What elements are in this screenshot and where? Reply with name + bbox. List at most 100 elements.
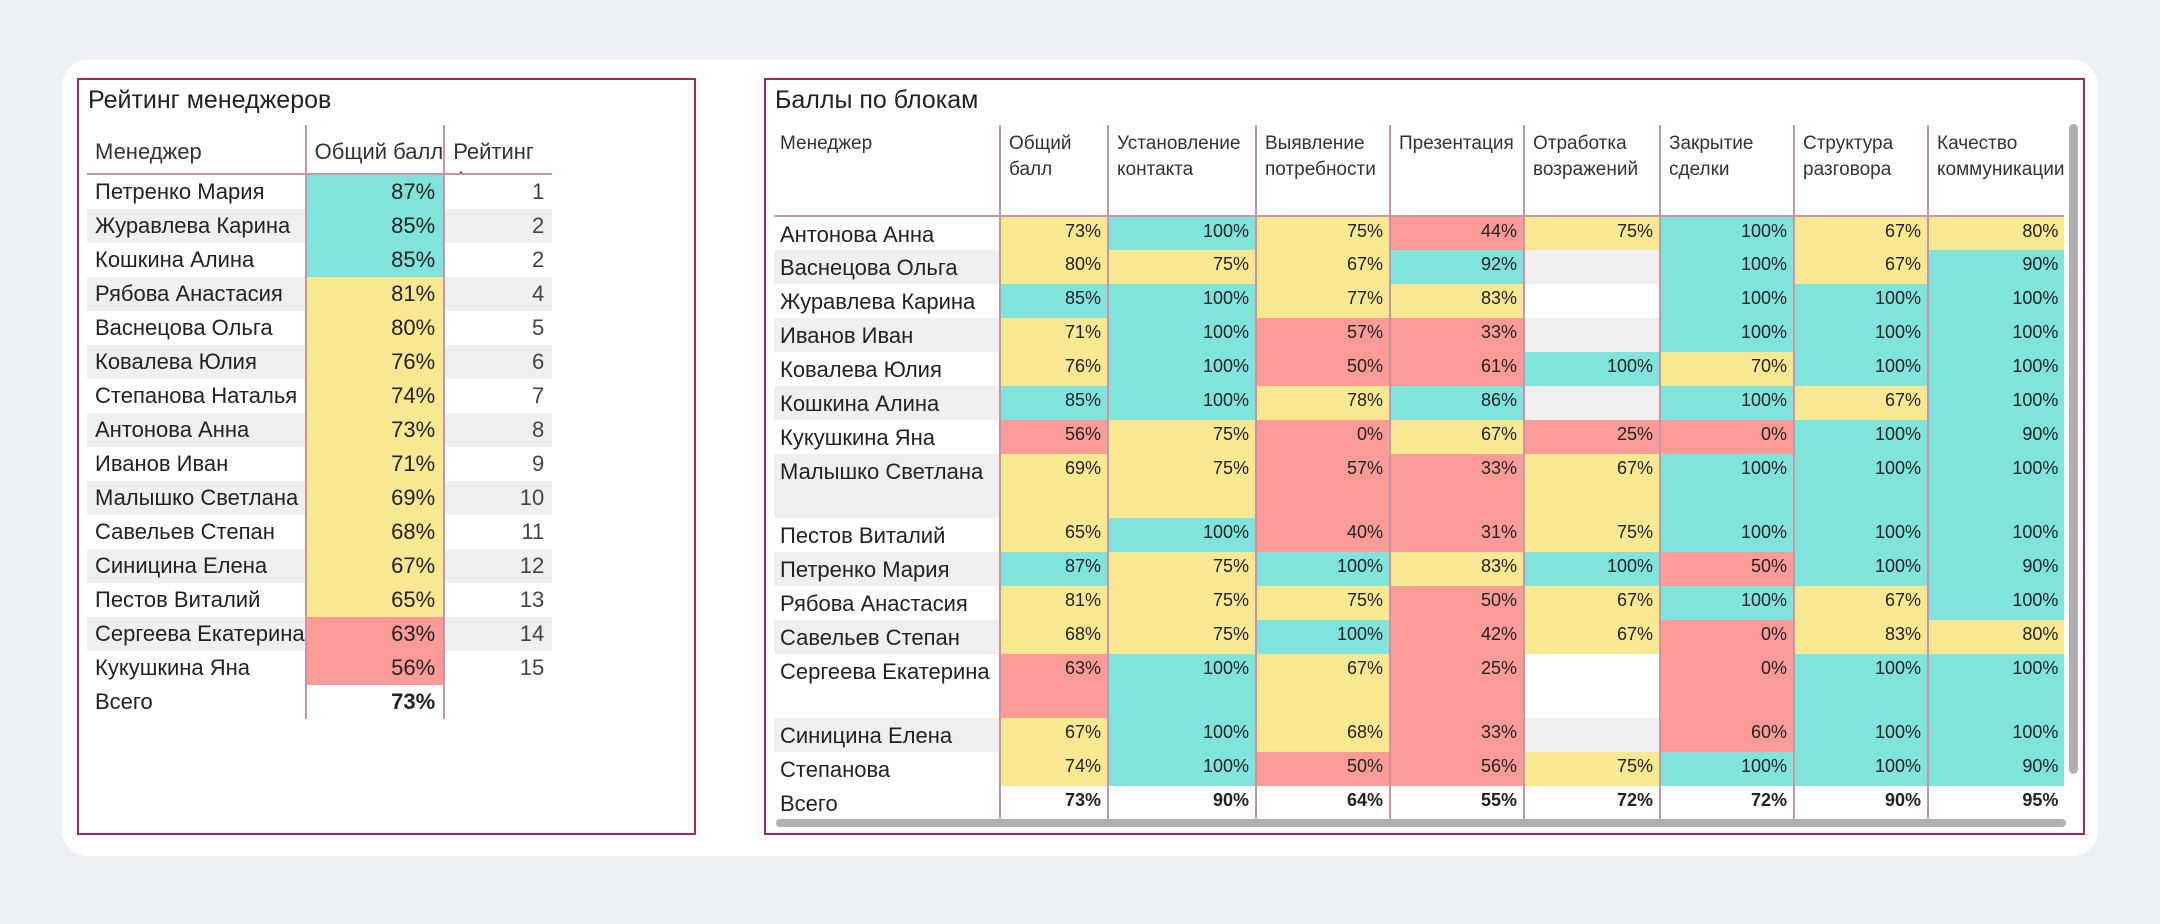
table-row[interactable]: Савельев Степан 68% 11 (87, 515, 553, 549)
score-cell: 71% (999, 318, 1108, 352)
table-row[interactable]: Степанова Наталья 74% 7 (87, 379, 553, 413)
manager-name: Степанова Наталья (95, 383, 298, 408)
score-cell: 100% (1793, 552, 1928, 586)
total-score: 80% (304, 311, 445, 345)
rank-value: 9 (443, 447, 553, 481)
score-cell: 100% (1107, 386, 1256, 420)
column-header-rank[interactable]: Рейтинг (443, 125, 553, 175)
table-row[interactable]: Степанова 74% 100% 50% 56% 75% 100% 100% 90% (774, 752, 2065, 786)
total-score: 81% (304, 277, 445, 311)
score-cell: 100% (1107, 284, 1256, 318)
total-row: Всего 73% (87, 685, 553, 719)
score-cell: 100% (1659, 250, 1794, 284)
score-cell: 100% (1926, 454, 2065, 518)
table-row[interactable]: Петренко Мария 87% 1 (87, 174, 553, 209)
column-header[interactable]: Менеджер (774, 125, 1000, 217)
table-row[interactable]: Малышко Светлана 69% 75% 57% 33% 67% 100% 100% 1… (774, 454, 2065, 518)
table-row[interactable]: Синицина Елена 67% 100% 68% 33% 60% 100% 100% (774, 718, 2065, 752)
score-cell: 61% (1389, 352, 1524, 386)
score-cell: 76% (999, 352, 1108, 386)
table-row[interactable]: Антонова Анна 73% 100% 75% 44% 75% 100% 67% 80% (774, 216, 2065, 250)
table-row[interactable]: Журавлева Карина 85% 2 (87, 209, 553, 243)
score-cell: 90% (1926, 552, 2065, 586)
rank-value: 15 (443, 651, 553, 685)
column-header[interactable]: Структура разговора (1793, 125, 1928, 217)
manager-name: Пестов Виталий (95, 587, 261, 612)
score-cell: 70% (1659, 352, 1794, 386)
score-cell: 100% (1793, 318, 1928, 352)
total-score: 87% (304, 174, 445, 209)
score-cell (1523, 654, 1660, 718)
score-cell: 80% (1926, 620, 2065, 654)
total-score: 64% (1255, 786, 1390, 819)
table-row[interactable]: Кошкина Алина 85% 100% 78% 86% 100% 67% 100% (774, 386, 2065, 420)
total-label: Всего (780, 791, 838, 816)
score-cell: 75% (1523, 216, 1660, 250)
table-row[interactable]: Кукушкина Яна 56% 15 (87, 651, 553, 685)
score-cell: 57% (1255, 454, 1390, 518)
column-header[interactable]: Выявление потребности (1255, 125, 1390, 217)
rank-value: 2 (443, 209, 553, 243)
score-cell: 75% (1107, 454, 1256, 518)
column-header-manager[interactable]: Менеджер (87, 125, 306, 175)
score-cell: 50% (1659, 552, 1794, 586)
manager-name: Антонова Анна (87, 413, 306, 447)
table-row[interactable]: Васнецова Ольга 80% 75% 67% 92% 100% 67% 90% (774, 250, 2065, 284)
score-cell: 100% (1659, 752, 1794, 786)
score-cell: 25% (1523, 420, 1660, 454)
score-cell: 0% (1255, 420, 1390, 454)
column-header[interactable]: Общий балл (999, 125, 1108, 217)
score-cell: 67% (999, 718, 1108, 752)
table-row[interactable]: Кукушкина Яна 56% 75% 0% 67% 25% 0% 100% 90% (774, 420, 2065, 454)
manager-name: Петренко Мария (774, 552, 1000, 586)
total-score: 73% (304, 685, 445, 719)
manager-name: Малышко Светлана (774, 454, 1000, 518)
vertical-scrollbar[interactable] (2069, 124, 2078, 774)
table-row[interactable]: Антонова Анна 73% 8 (87, 413, 553, 447)
score-cell: 68% (999, 620, 1108, 654)
block-scores-panel: Баллы по блокам Менеджер Общий балл Устано… (764, 78, 2085, 835)
score-cell: 44% (1389, 216, 1524, 250)
score-cell: 100% (1793, 518, 1928, 552)
column-header[interactable]: Качество коммуникации (1926, 125, 2065, 217)
score-cell: 75% (1107, 620, 1256, 654)
total-score: 68% (304, 515, 445, 549)
column-header[interactable]: Установление контакта (1107, 125, 1256, 217)
score-cell: 100% (1659, 386, 1794, 420)
table-row[interactable]: Сергеева Екатерина 63% 14 (87, 617, 553, 651)
horizontal-scrollbar[interactable] (776, 819, 2066, 827)
table-row[interactable]: Журавлева Карина 85% 100% 77% 83% 100% 100% 100… (774, 284, 2065, 318)
score-cell: 0% (1659, 654, 1794, 718)
table-row[interactable]: Васнецова Ольга 80% 5 (87, 311, 553, 345)
score-cell: 100% (1926, 518, 2065, 552)
score-cell: 69% (999, 454, 1108, 518)
rank-value: 6 (443, 345, 553, 379)
score-cell: 40% (1255, 518, 1390, 552)
table-row[interactable]: Иванов Иван 71% 100% 57% 33% 100% 100% 100% (774, 318, 2065, 352)
table-row[interactable]: Рябова Анастасия 81% 4 (87, 277, 553, 311)
table-row[interactable]: Сергеева Екатерина 63% 100% 67% 25% 0% 100% 100… (774, 654, 2065, 718)
table-row[interactable]: Малышко Светлана 69% 10 (87, 481, 553, 515)
column-header[interactable]: Закрытие сделки (1659, 125, 1794, 217)
table-row[interactable]: Савельев Степан 68% 75% 100% 42% 67% 0% 83% 80% (774, 620, 2065, 654)
rank-value: 10 (443, 481, 553, 515)
total-score: 55% (1389, 786, 1524, 819)
column-header-score[interactable]: Общий балл (304, 125, 445, 175)
table-row[interactable]: Рябова Анастасия 81% 75% 75% 50% 67% 100% 67% 10… (774, 586, 2065, 620)
table-row[interactable]: Кошкина Алина 85% 2 (87, 243, 553, 277)
score-cell: 90% (1926, 752, 2065, 786)
column-header[interactable]: Отработка возражений (1523, 125, 1660, 217)
score-cell (1523, 284, 1660, 318)
column-header[interactable]: Презентация (1389, 125, 1524, 217)
table-row[interactable]: Иванов Иван 71% 9 (87, 447, 553, 481)
score-cell: 56% (1389, 752, 1524, 786)
score-cell: 50% (1255, 752, 1390, 786)
panel-title: Баллы по блокам (775, 86, 979, 114)
manager-name: Савельев Степан (774, 620, 1000, 654)
table-row[interactable]: Пестов Виталий 65% 100% 40% 31% 75% 100% 100% 10… (774, 518, 2065, 552)
table-row[interactable]: Синицина Елена 67% 12 (87, 549, 553, 583)
table-row[interactable]: Ковалева Юлия 76% 6 (87, 345, 553, 379)
table-row[interactable]: Петренко Мария 87% 75% 100% 83% 100% 50% 100% 90… (774, 552, 2065, 586)
table-row[interactable]: Ковалева Юлия 76% 100% 50% 61% 100% 70% 100% 100… (774, 352, 2065, 386)
table-row[interactable]: Пестов Виталий 65% 13 (87, 583, 553, 617)
